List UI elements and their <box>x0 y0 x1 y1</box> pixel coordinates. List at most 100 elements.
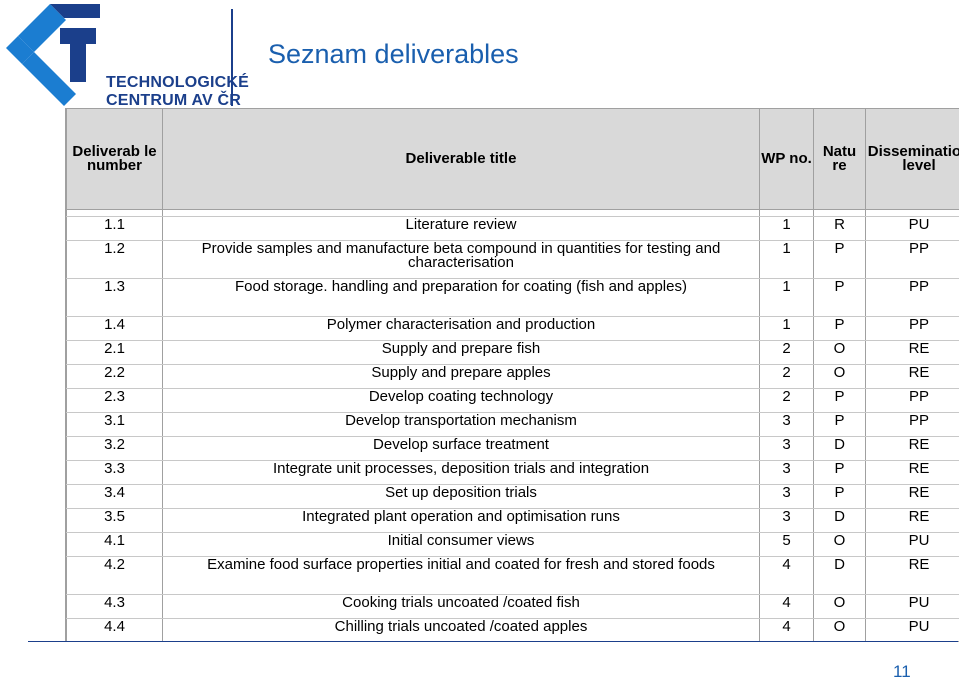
cell-deliverable-title: Literature review <box>162 216 760 241</box>
cell-nature: P <box>813 412 866 437</box>
header-wp-no: WP no. <box>759 108 814 210</box>
cell-nature: O <box>813 532 866 557</box>
cell-wp-no: 1 <box>759 278 814 317</box>
cell-dissemination-level: PP <box>865 278 959 317</box>
cell-nature: O <box>813 618 866 641</box>
cell-wp-no: 5 <box>759 532 814 557</box>
deliverables-table: Deliverab le number Deliverable title WP… <box>66 108 959 641</box>
table-row: 4.3 Cooking trials uncoated /coated fish 4… <box>66 594 959 619</box>
cell-deliverable-title: Supply and prepare fish <box>162 340 760 365</box>
cell-wp-no: 1 <box>759 216 814 241</box>
cell-wp-no: 3 <box>759 484 814 509</box>
cell-deliverable-title: Develop transportation mechanism <box>162 412 760 437</box>
cell-deliverable-title: Integrate unit processes, deposition tri… <box>162 460 760 485</box>
cell-deliverable-number: 3.2 <box>66 436 163 461</box>
cell-deliverable-number: 1.2 <box>66 240 163 279</box>
header-dissemination-level: Dissemination level <box>865 108 959 210</box>
cell-deliverable-number: 2.3 <box>66 388 163 413</box>
header-deliverable-title: Deliverable title <box>162 108 760 210</box>
cell-nature: R <box>813 216 866 241</box>
cell-nature: D <box>813 556 866 595</box>
table-row: 3.5 Integrated plant operation and optimi… <box>66 508 959 533</box>
cell-deliverable-number: 2.2 <box>66 364 163 389</box>
table-row: 4.2 Examine food surface properties initi… <box>66 556 959 595</box>
cell-deliverable-number: 1.4 <box>66 316 163 341</box>
cell-dissemination-level: PU <box>865 618 959 641</box>
table-row: 2.3 Develop coating technology 2 P PP <box>66 388 959 413</box>
cell-deliverable-title: Initial consumer views <box>162 532 760 557</box>
cell-nature: P <box>813 278 866 317</box>
cell-deliverable-number: 3.1 <box>66 412 163 437</box>
cell-wp-no: 4 <box>759 556 814 595</box>
cell-dissemination-level: RE <box>865 340 959 365</box>
cell-dissemination-level: RE <box>865 556 959 595</box>
cell-nature: O <box>813 340 866 365</box>
cell-dissemination-level: RE <box>865 508 959 533</box>
cell-wp-no: 3 <box>759 412 814 437</box>
cell-wp-no: 2 <box>759 364 814 389</box>
cell-deliverable-title: Develop coating technology <box>162 388 760 413</box>
table-row: 4.4 Chilling trials uncoated /coated appl… <box>66 618 959 641</box>
table-row: 2.2 Supply and prepare apples 2 O RE <box>66 364 959 389</box>
cell-dissemination-level: PP <box>865 240 959 279</box>
table-row: 1.4 Polymer characterisation and producti… <box>66 316 959 341</box>
cell-wp-no: 4 <box>759 618 814 641</box>
cell-deliverable-title: Examine food surface properties initial … <box>162 556 760 595</box>
cell-deliverable-title: Supply and prepare apples <box>162 364 760 389</box>
cell-deliverable-number: 3.5 <box>66 508 163 533</box>
cell-deliverable-number: 3.4 <box>66 484 163 509</box>
cell-dissemination-level: PP <box>865 388 959 413</box>
cell-wp-no: 1 <box>759 240 814 279</box>
table-row: 3.4 Set up deposition trials 3 P RE <box>66 484 959 509</box>
cell-deliverable-number: 2.1 <box>66 340 163 365</box>
logo-mark-icon <box>6 4 100 106</box>
cell-deliverable-number: 3.3 <box>66 460 163 485</box>
cell-wp-no: 2 <box>759 340 814 365</box>
cell-nature: P <box>813 316 866 341</box>
cell-dissemination-level: PP <box>865 316 959 341</box>
cell-deliverable-number: 1.1 <box>66 216 163 241</box>
cell-nature: P <box>813 240 866 279</box>
cell-dissemination-level: PP <box>865 412 959 437</box>
cell-deliverable-number: 1.3 <box>66 278 163 317</box>
cell-nature: O <box>813 364 866 389</box>
cell-dissemination-level: RE <box>865 436 959 461</box>
slide-title: Seznam deliverables <box>268 39 519 69</box>
cell-deliverable-number: 4.1 <box>66 532 163 557</box>
cell-nature: D <box>813 436 866 461</box>
logo-text-line1: TECHNOLOGICKÉ <box>106 74 250 91</box>
table-row: 1.3 Food storage. handling and preparatio… <box>66 278 959 317</box>
table-row: 1.2 Provide samples and manufacture beta … <box>66 240 959 279</box>
footer-rule <box>28 641 958 642</box>
cell-dissemination-level: PU <box>865 216 959 241</box>
cell-deliverable-number: 4.2 <box>66 556 163 595</box>
cell-dissemination-level: PU <box>865 532 959 557</box>
cell-wp-no: 3 <box>759 436 814 461</box>
table-row: 2.1 Supply and prepare fish 2 O RE <box>66 340 959 365</box>
header-deliverable-number: Deliverab le number <box>66 108 163 210</box>
cell-deliverable-number: 4.3 <box>66 594 163 619</box>
cell-deliverable-title: Provide samples and manufacture beta com… <box>162 240 760 279</box>
cell-deliverable-title: Set up deposition trials <box>162 484 760 509</box>
table-header-row: Deliverab le number Deliverable title WP… <box>66 108 959 210</box>
cell-wp-no: 2 <box>759 388 814 413</box>
cell-nature: P <box>813 460 866 485</box>
logo-text-line2: CENTRUM AV ČR <box>106 92 242 109</box>
cell-nature: O <box>813 594 866 619</box>
page-number: 11 <box>893 662 911 681</box>
cell-deliverable-title: Integrated plant operation and optimisat… <box>162 508 760 533</box>
cell-dissemination-level: RE <box>865 484 959 509</box>
table-row: 1.1 Literature review 1 R PU <box>66 216 959 241</box>
cell-deliverable-title: Develop surface treatment <box>162 436 760 461</box>
cell-deliverable-title: Polymer characterisation and production <box>162 316 760 341</box>
cell-dissemination-level: PU <box>865 594 959 619</box>
table-row: 4.1 Initial consumer views 5 O PU <box>66 532 959 557</box>
cell-deliverable-number: 4.4 <box>66 618 163 641</box>
logo-divider <box>231 9 233 106</box>
deliverables-table-frame: Deliverab le number Deliverable title WP… <box>65 108 959 642</box>
cell-nature: D <box>813 508 866 533</box>
cell-deliverable-title: Food storage. handling and preparation f… <box>162 278 760 317</box>
cell-nature: P <box>813 388 866 413</box>
cell-dissemination-level: RE <box>865 364 959 389</box>
cell-wp-no: 3 <box>759 508 814 533</box>
